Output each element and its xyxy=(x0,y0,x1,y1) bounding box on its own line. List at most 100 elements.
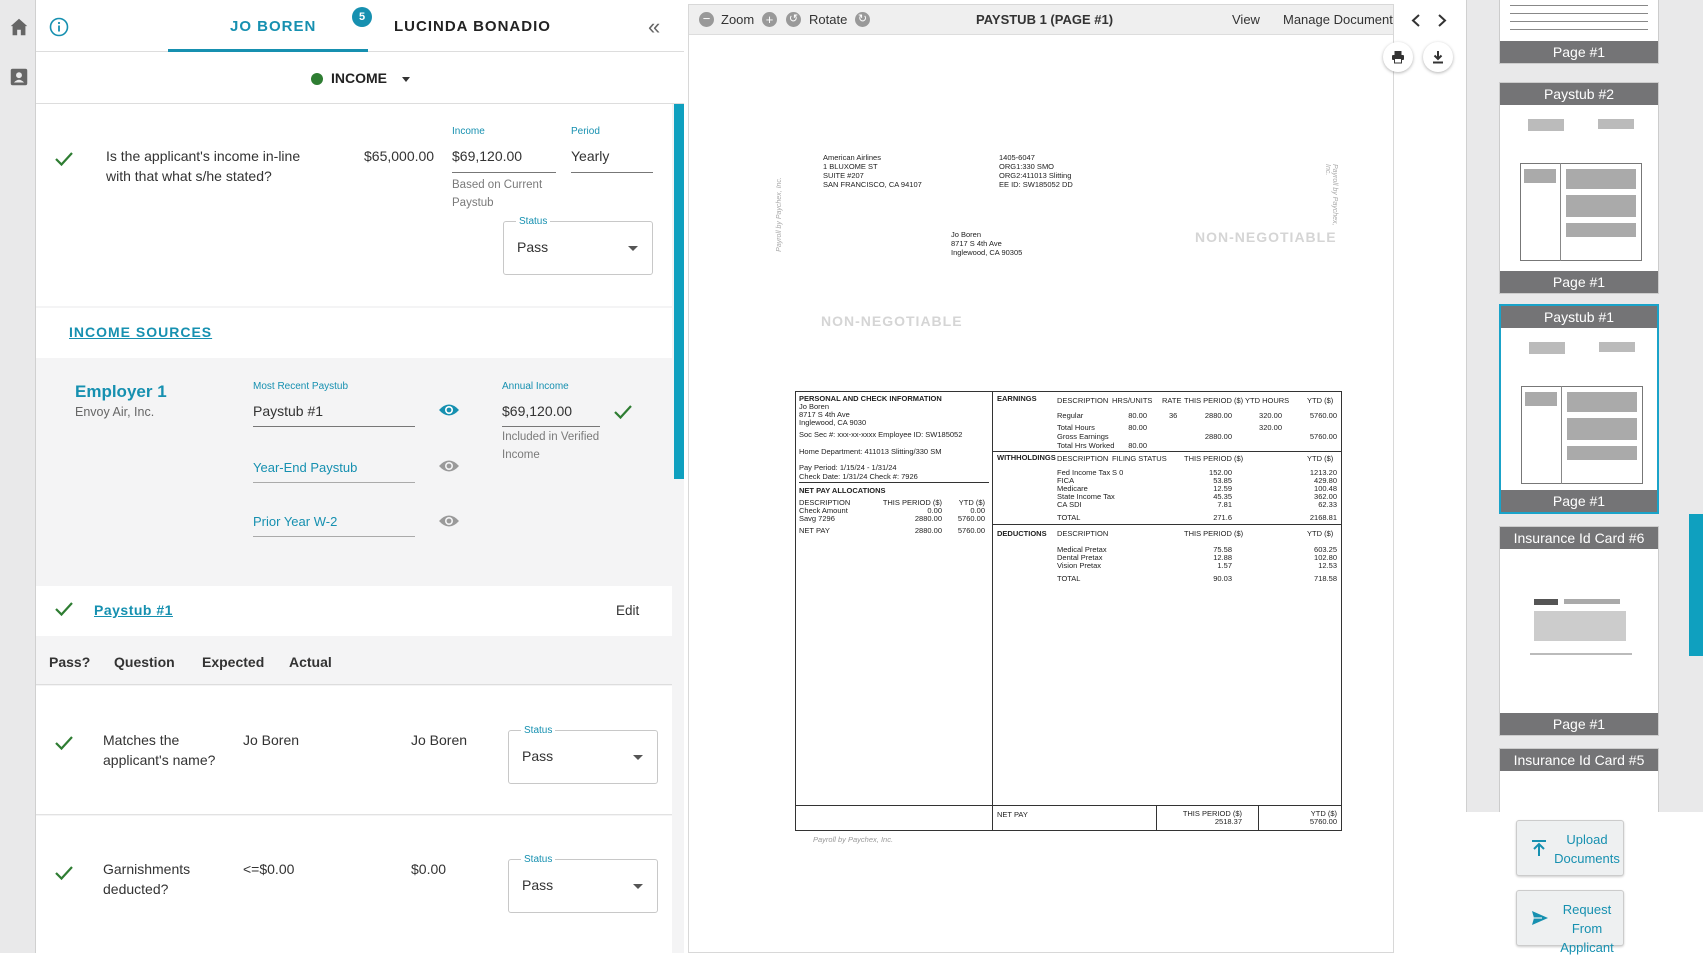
side-text: Payroll by Paychex, Inc. xyxy=(1324,164,1338,226)
dept-line: Home Department: 411013 Slitting/330 SM xyxy=(799,447,942,456)
edit-button[interactable]: Edit xyxy=(616,603,640,618)
side-text: Payroll by Paychex, Inc. xyxy=(775,177,783,252)
rule xyxy=(992,451,1342,452)
manage-document-menu[interactable]: Manage Document xyxy=(1283,12,1393,27)
thumbnail-card[interactable]: Page #1 xyxy=(1499,0,1659,64)
status-select[interactable]: Status Pass xyxy=(508,725,658,784)
earnings-title: EARNINGS xyxy=(997,394,1037,403)
upload-documents-button[interactable]: Upload Documents xyxy=(1516,820,1624,876)
employer-name: Envoy Air, Inc. xyxy=(75,405,155,419)
netpay-title: NET PAY ALLOCATIONS xyxy=(799,486,886,495)
ded-row: Medical Pretax xyxy=(1057,545,1107,554)
rotate-right-icon[interactable]: ↻ xyxy=(855,12,870,27)
send-icon xyxy=(1532,911,1548,925)
annual-income-underline xyxy=(502,426,600,427)
earn-row: 2880.00 xyxy=(1204,411,1232,420)
thumbnail-page-label: Page #1 xyxy=(1501,490,1657,512)
with-row: 7.81 xyxy=(1217,500,1232,509)
row-actual: $0.00 xyxy=(411,861,447,877)
thumbnails-scrollbar[interactable] xyxy=(1689,514,1703,656)
eye-icon[interactable] xyxy=(438,458,460,474)
contact-card-icon[interactable] xyxy=(8,66,30,88)
stub-divider xyxy=(1258,805,1259,831)
zoom-out-icon[interactable]: − xyxy=(699,12,714,27)
earn-head: YTD ($) xyxy=(1307,396,1334,405)
code-line: EE ID: SW185052 DD xyxy=(999,180,1073,189)
income-value[interactable]: $69,120.00 xyxy=(452,148,523,164)
footer-paychex: Payroll by Paychex, Inc. xyxy=(813,835,894,844)
earn-row: Total Hours xyxy=(1057,423,1095,432)
ded-row: 12.88 xyxy=(1213,553,1232,562)
zoom-in-icon[interactable]: + xyxy=(762,12,777,27)
paystub-document: American Airlines 1 BLUXOME ST SUITE #20… xyxy=(776,145,1367,855)
personal-line: 8717 S 4th Ave xyxy=(799,410,850,419)
stub-box xyxy=(795,391,1342,831)
print-button[interactable] xyxy=(1383,42,1413,72)
check-icon xyxy=(614,405,632,420)
employee-line: Inglewood, CA 90305 xyxy=(951,248,1023,257)
with-row: 53.85 xyxy=(1213,476,1232,485)
status-dot-icon xyxy=(311,73,323,85)
ded-row: 102.80 xyxy=(1314,553,1337,562)
ded-row: 90.03 xyxy=(1213,574,1232,583)
income-sources-link[interactable]: INCOME SOURCES xyxy=(69,324,213,340)
thumbnail-page-label: Page #1 xyxy=(1500,713,1658,735)
section-selector[interactable]: INCOME xyxy=(36,52,684,104)
with-row: CA SDI xyxy=(1057,500,1082,509)
request-label: Request From Applicant xyxy=(1560,902,1614,955)
ded-row: 12.53 xyxy=(1318,561,1337,570)
check-date: Check Date: 1/31/24 Check #: 7926 xyxy=(799,472,918,481)
status-select[interactable]: Status Pass xyxy=(503,216,653,275)
tab-jo-boren[interactable]: JO BOREN xyxy=(230,18,317,35)
view-menu[interactable]: View xyxy=(1232,12,1260,27)
eye-icon[interactable] xyxy=(438,402,460,418)
eye-icon[interactable] xyxy=(438,513,460,529)
ded-row: 603.25 xyxy=(1314,545,1337,554)
status-select[interactable]: Status Pass xyxy=(508,854,658,913)
home-icon[interactable] xyxy=(8,16,30,38)
paystub-link[interactable]: Paystub #1 xyxy=(94,602,173,618)
thumbnail-card[interactable]: Paystub #2 Page #1 xyxy=(1499,82,1659,294)
np-row: Check Amount xyxy=(799,506,848,515)
annual-income-label: Annual Income xyxy=(502,381,569,392)
row-question: Matches the applicant's name? xyxy=(103,732,216,768)
info-icon[interactable] xyxy=(49,17,69,37)
previous-page-icon[interactable] xyxy=(1411,14,1421,27)
year-end-paystub-link[interactable]: Year-End Paystub xyxy=(253,460,358,475)
table-row: Garnishments deducted? <=$0.00 $0.00 Sta… xyxy=(36,816,672,953)
recent-paystub-value[interactable]: Paystub #1 xyxy=(253,403,324,419)
ded-row: TOTAL xyxy=(1057,574,1081,583)
document-title: PAYSTUB 1 (PAGE #1) xyxy=(976,12,1114,27)
code-line: 1405-6047 xyxy=(999,153,1035,162)
footer-this-label: THIS PERIOD ($) xyxy=(1182,809,1242,818)
with-row: Medicare xyxy=(1057,484,1088,493)
income-sources-header: INCOME SOURCES xyxy=(36,308,672,358)
ded-row: 1.57 xyxy=(1217,561,1232,570)
collapse-panel-icon[interactable]: « xyxy=(648,14,661,39)
rotate-left-icon[interactable]: ↺ xyxy=(786,12,801,27)
next-page-icon[interactable] xyxy=(1437,14,1447,27)
print-icon xyxy=(1392,51,1404,64)
thumbnail-card-selected[interactable]: Paystub #1 Page #1 xyxy=(1499,304,1659,514)
np-total: 2880.00 xyxy=(914,526,942,535)
with-row: 100.48 xyxy=(1314,484,1337,493)
thumbnail-card[interactable]: Insurance Id Card #6 Page #1 xyxy=(1499,526,1659,736)
period-value[interactable]: Yearly xyxy=(571,148,610,164)
period-label: Period xyxy=(571,126,600,137)
income-question: Is the applicant's income in-line with t… xyxy=(106,148,301,184)
earn-row: 2880.00 xyxy=(1204,432,1232,441)
request-from-applicant-button[interactable]: Request From Applicant xyxy=(1516,890,1624,955)
stub-divider xyxy=(1156,805,1157,831)
download-button[interactable] xyxy=(1423,42,1453,72)
prior-year-w2-link[interactable]: Prior Year W-2 xyxy=(253,514,338,529)
zoom-label: Zoom xyxy=(721,12,755,27)
upload-icon xyxy=(1532,840,1546,856)
thumbnail-title: Paystub #2 xyxy=(1500,83,1658,105)
tab-lucinda-bonadio[interactable]: LUCINDA BONADIO xyxy=(394,18,551,35)
thumbnail-card[interactable]: Insurance Id Card #5 xyxy=(1499,748,1659,812)
ded-row: Dental Pretax xyxy=(1057,553,1103,562)
status-value: Pass xyxy=(517,239,549,255)
check-icon xyxy=(55,602,73,617)
checks-table-header: Pass? Question Expected Actual xyxy=(36,637,672,685)
panel-scrollbar[interactable] xyxy=(674,104,684,479)
